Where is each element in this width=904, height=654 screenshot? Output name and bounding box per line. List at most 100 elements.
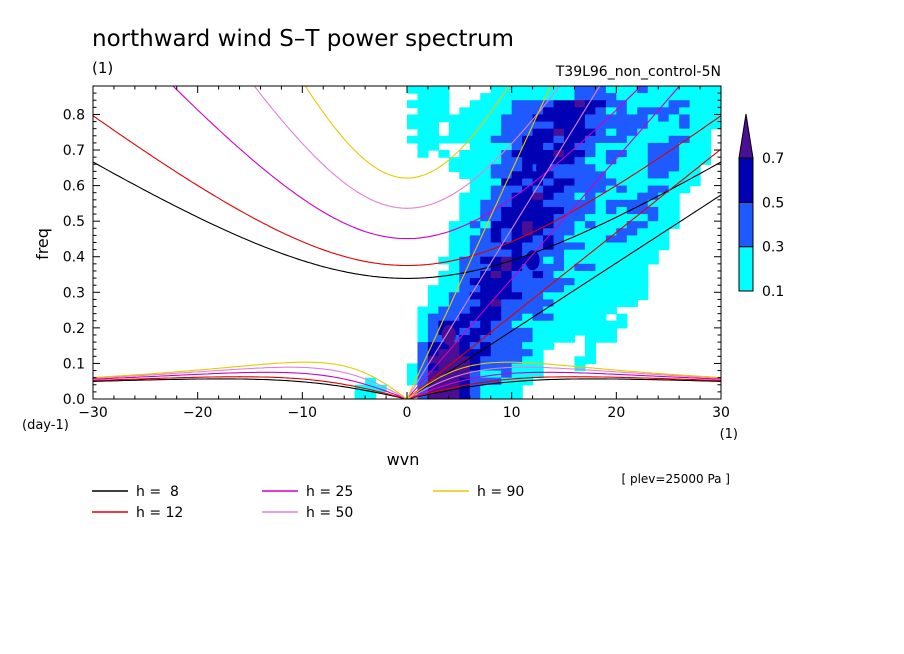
contour-cell xyxy=(679,114,691,123)
contour-cell xyxy=(501,185,513,194)
colorbar-segment xyxy=(738,201,754,248)
contour-cell xyxy=(626,121,638,130)
contour-cell xyxy=(658,221,670,229)
contour-cell xyxy=(595,256,607,265)
contour-cell xyxy=(532,320,544,329)
contour-cell xyxy=(658,164,670,172)
contour-cell xyxy=(658,199,670,208)
contour-cell xyxy=(469,299,481,308)
contour-cell xyxy=(647,256,659,265)
contour-cell xyxy=(584,214,596,222)
contour-cell xyxy=(448,263,460,272)
contour-cell xyxy=(511,342,523,350)
contour-cell xyxy=(438,320,450,329)
contour-cell xyxy=(564,270,576,279)
contour-cell xyxy=(459,235,471,244)
contour-cell xyxy=(532,228,544,236)
contour-cell xyxy=(511,142,523,151)
contour-cell xyxy=(584,171,596,180)
contour-cell xyxy=(584,263,596,272)
colorbar-segment xyxy=(738,157,754,203)
contour-cell xyxy=(532,263,544,272)
colorbar-label: 0.3 xyxy=(762,240,784,256)
y-units-label: (day-1) xyxy=(22,418,69,433)
contour-cell xyxy=(438,356,450,365)
contour-cell xyxy=(532,349,544,357)
contour-cell xyxy=(710,86,721,94)
legend-label: h = 25 xyxy=(306,484,353,500)
contour-cell xyxy=(647,185,659,194)
contour-cell xyxy=(564,256,576,265)
contour-cell xyxy=(490,114,502,123)
contour-cell xyxy=(469,185,481,194)
contour-cell xyxy=(543,334,555,343)
contour-cell xyxy=(647,157,659,165)
contour-cell xyxy=(469,235,481,244)
contour-cell xyxy=(511,349,523,357)
contour-cell xyxy=(626,128,638,137)
contour-cell xyxy=(501,285,513,293)
contour-cell xyxy=(647,93,659,101)
contour-cell xyxy=(574,150,586,158)
contour-cell xyxy=(626,256,638,265)
contour-cell xyxy=(532,249,544,258)
contour-cell xyxy=(417,334,429,343)
contour-cell xyxy=(679,157,691,165)
contour-cell xyxy=(584,93,596,101)
contour-cell xyxy=(448,391,460,399)
contour-cell xyxy=(595,249,607,258)
contour-cell xyxy=(658,114,670,123)
contour-cell xyxy=(679,107,691,116)
contour-cell xyxy=(480,370,492,379)
contour-cell xyxy=(490,285,502,293)
contour-cell xyxy=(564,93,576,101)
contour-cell xyxy=(511,256,523,265)
contour-cell xyxy=(689,157,701,165)
contour-cell xyxy=(605,263,617,272)
contour-cell xyxy=(459,292,471,301)
contour-cell xyxy=(689,142,701,151)
contour-cell xyxy=(490,128,502,137)
contour-cell xyxy=(490,306,502,315)
contour-cell xyxy=(616,228,628,236)
contour-cell xyxy=(679,135,691,144)
contour-cell xyxy=(480,292,492,301)
contour-cell xyxy=(532,107,544,116)
contour-cell xyxy=(574,178,586,187)
contour-cell xyxy=(459,206,471,215)
contour-cell xyxy=(658,185,670,194)
contour-cell xyxy=(511,334,523,343)
contour-cell xyxy=(543,100,555,108)
contour-cell xyxy=(511,107,523,116)
contour-cell xyxy=(543,249,555,258)
contour-cell xyxy=(427,285,439,293)
contour-cell xyxy=(501,121,513,130)
experiment-label: T39L96_non_control-5N xyxy=(555,64,721,80)
contour-cell xyxy=(469,221,481,229)
contour-cell xyxy=(501,370,513,379)
contour-cell xyxy=(605,93,617,101)
contour-cell xyxy=(574,214,586,222)
contour-cell xyxy=(490,242,502,251)
contour-cell xyxy=(595,86,607,94)
contour-cell xyxy=(564,86,576,94)
contour-cell xyxy=(584,206,596,215)
colorbar-extension xyxy=(738,113,754,159)
contour-cell xyxy=(689,128,701,137)
contour-cell xyxy=(417,327,429,336)
contour-cell xyxy=(626,214,638,222)
contour-cell xyxy=(647,171,659,180)
contour-cell xyxy=(501,270,513,279)
contour-cell xyxy=(532,370,544,379)
contour-cell xyxy=(637,270,649,279)
contour-cell xyxy=(584,256,596,265)
contour-cell xyxy=(543,285,555,293)
contour-cell xyxy=(459,356,471,365)
contour-cell xyxy=(637,178,649,187)
contour-cell xyxy=(595,285,607,293)
contour-cell xyxy=(511,100,523,108)
colorbar-label: 0.1 xyxy=(762,284,784,300)
contour-cell xyxy=(637,185,649,194)
contour-cell xyxy=(501,334,513,343)
contour-cell xyxy=(469,384,481,393)
